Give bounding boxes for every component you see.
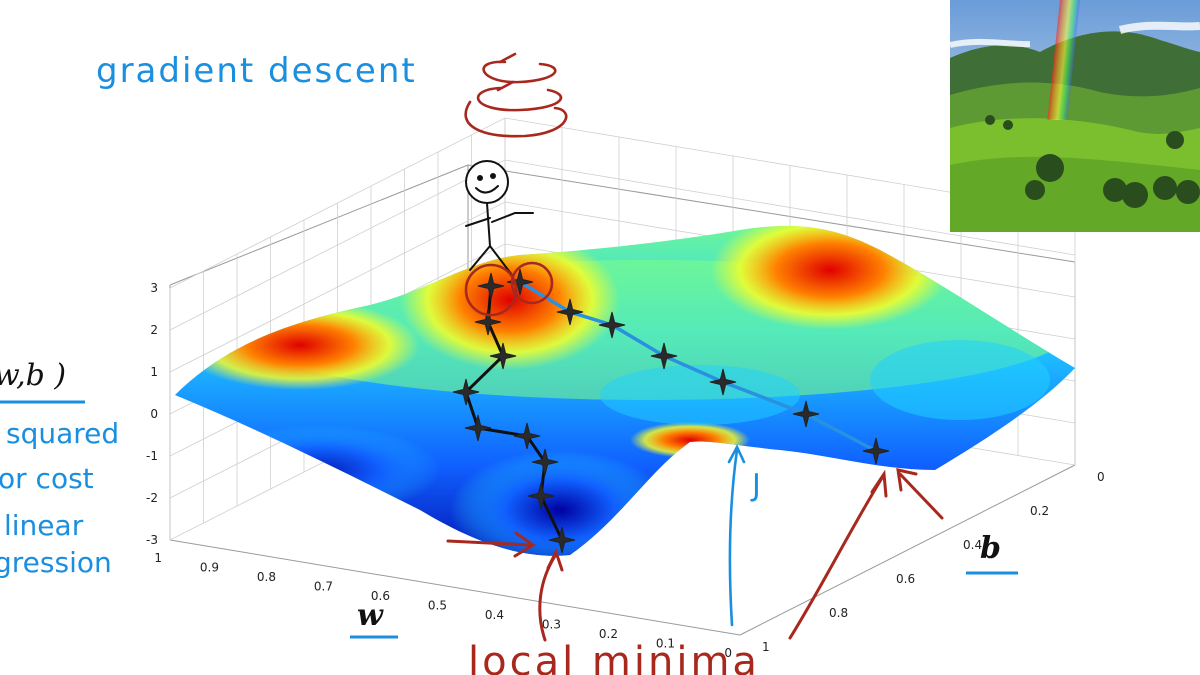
b-axis-ticks: 0 0.2 0.4 0.6 0.8 1 [762, 470, 1105, 654]
minima-arrows [446, 468, 944, 642]
minima-label: local minima [468, 639, 760, 675]
path-step-marker [531, 448, 559, 476]
path-step-marker [464, 414, 492, 442]
b-axis-title: b [980, 531, 1001, 566]
z-tick-label: -3 [146, 533, 158, 547]
w-tick-label: 0 [724, 646, 732, 660]
path-step-marker [477, 272, 505, 300]
path-step-marker [650, 342, 678, 370]
spin-swirl-icon [464, 52, 568, 317]
path-step-marker [489, 342, 517, 370]
b-tick-label: 0.6 [896, 572, 915, 586]
path-step-marker [527, 482, 555, 510]
title-annotation: gradient descent [96, 51, 417, 91]
path-step-marker [709, 368, 737, 396]
path-step-marker [548, 526, 576, 554]
w-tick-label: 0.3 [542, 618, 561, 632]
j-label: J [750, 468, 761, 503]
b-tick-label: 0 [1097, 470, 1105, 484]
w-tick-label: 0.8 [257, 570, 276, 584]
path-step-marker [792, 400, 820, 428]
w-tick-label: 0.2 [599, 627, 618, 641]
z-axis-ticks: 3 2 1 0 -1 -2 -3 [146, 281, 158, 547]
side-note-line-2: or cost [0, 462, 94, 495]
hiker-stick-figure [465, 160, 534, 276]
path-step-marker [598, 311, 626, 339]
b-tick-label: 0.4 [963, 538, 982, 552]
path-step-marker [474, 308, 502, 336]
grid-line-z [169, 159, 1076, 331]
side-note-line-1: squared [6, 417, 119, 450]
w-tick-label: 0.9 [200, 561, 219, 575]
rainbow-landscape-photo [949, 0, 1200, 233]
j-pointer-arrow [727, 444, 746, 627]
w-axis-ticks: 1 0.9 0.8 0.7 0.6 0.5 0.4 0.3 0.2 0.1 0 [154, 551, 732, 660]
grid-line-z [169, 117, 1076, 289]
cost-function-label: w,b ) [0, 358, 66, 393]
w-tick-label: 0.5 [428, 599, 447, 613]
cost-surface [175, 225, 1075, 556]
path-step-marker [556, 298, 584, 326]
z-tick-label: 0 [150, 407, 158, 421]
descent-paths [452, 268, 890, 554]
w-tick-label: 0.4 [485, 608, 504, 622]
z-tick-label: 3 [150, 281, 158, 295]
b-tick-label: 0.8 [829, 606, 848, 620]
z-tick-label: 1 [150, 365, 158, 379]
side-note-line-3: linear [4, 509, 84, 542]
path-step-marker [513, 422, 541, 450]
w-axis-title: w [357, 598, 384, 633]
w-tick-label: 0.7 [314, 580, 333, 594]
side-note-line-4: gression [0, 546, 112, 579]
path-step-marker [862, 437, 890, 465]
z-tick-label: 2 [150, 323, 158, 337]
b-tick-label: 1 [762, 640, 770, 654]
z-tick-label: -2 [146, 491, 158, 505]
w-tick-label: 1 [154, 551, 162, 565]
z-tick-label: -1 [146, 449, 158, 463]
path-step-marker [452, 378, 480, 406]
w-tick-label: 0.1 [656, 637, 675, 651]
b-tick-label: 0.2 [1030, 504, 1049, 518]
w-tick-label: 0.6 [371, 589, 390, 603]
